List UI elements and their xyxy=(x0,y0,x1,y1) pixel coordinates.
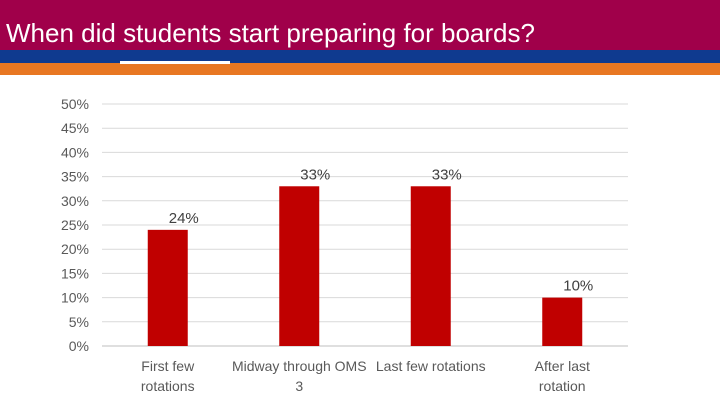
bar xyxy=(410,186,451,346)
data-label: 10% xyxy=(563,278,593,295)
y-tick-label: 25% xyxy=(61,217,89,233)
data-label: 33% xyxy=(300,166,330,183)
y-tick-label: 40% xyxy=(61,144,89,160)
y-tick-label: 20% xyxy=(61,241,89,257)
accent-stripe-blue xyxy=(0,50,720,63)
data-label: 24% xyxy=(169,210,199,227)
title-bar: When did students start preparing for bo… xyxy=(0,0,720,50)
accent-stripe-orange xyxy=(0,63,720,75)
bar-chart: 0% 5% 10% 15% 20% 25% 30% 35% 40% 45% 50% 24% 33% 33%… xyxy=(61,96,628,394)
y-tick-label: 50% xyxy=(61,96,89,112)
accent-stripe-gap xyxy=(120,61,230,64)
x-category-label: First few rotations xyxy=(141,358,195,394)
y-tick-label: 30% xyxy=(61,193,89,209)
y-tick-label: 45% xyxy=(61,120,89,136)
y-tick-label: 35% xyxy=(61,169,89,185)
data-label: 33% xyxy=(432,166,462,183)
bar xyxy=(279,186,320,346)
x-category-label: Midway through OMS 3 xyxy=(232,358,367,394)
y-tick-label: 10% xyxy=(61,290,89,306)
slide-title: When did students start preparing for bo… xyxy=(6,18,535,48)
x-category-label: After last rotation xyxy=(535,358,590,394)
bar xyxy=(147,229,188,346)
bar xyxy=(542,297,583,346)
y-tick-label: 0% xyxy=(69,338,89,354)
x-category-label: Last few rotations xyxy=(376,358,486,374)
y-tick-label: 15% xyxy=(61,265,89,281)
y-tick-label: 5% xyxy=(69,314,89,330)
